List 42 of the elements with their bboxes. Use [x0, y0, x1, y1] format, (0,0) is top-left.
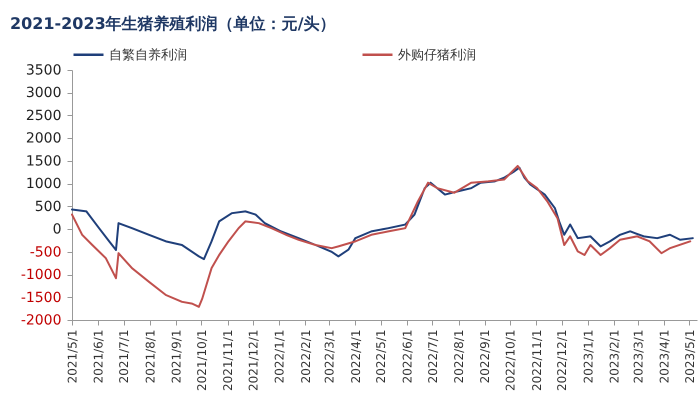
chart-title: 2021-2023年生猪养殖利润（单位：元/头） [10, 14, 336, 33]
y-tick-label: 1000 [26, 176, 62, 192]
x-tick-label: 2022/5/1 [374, 330, 388, 384]
line-series [71, 164, 692, 308]
legend-label: 自繁自养利润 [109, 46, 187, 63]
x-tick-label: 2022/7/1 [426, 330, 440, 384]
x-tick-label: 2021/5/1 [66, 330, 80, 384]
x-tick-label: 2022/8/1 [452, 330, 466, 384]
x-tick-label: 2023/2/1 [608, 330, 622, 384]
y-tick-label: -2000 [20, 312, 62, 328]
x-tick-label: 2021/10/1 [194, 330, 209, 392]
x-tick-label: 2022/1/1 [272, 330, 287, 384]
x-tick-label: 2023/3/1 [631, 330, 646, 384]
x-tick-label: 2021/12/1 [246, 330, 260, 392]
x-tick-label: 2021/8/1 [143, 330, 158, 384]
y-tick-label: 1500 [26, 153, 62, 170]
x-tick-label: 2022/12/1 [555, 330, 570, 392]
y-tick-label: 0 [52, 222, 62, 238]
x-tick-label: 2023/5/1 [682, 330, 697, 384]
y-tick-label: -500 [30, 244, 62, 260]
x-tick-label: 2022/6/1 [400, 330, 414, 384]
y-tick-label: 3000 [26, 85, 62, 102]
y-tick-label: 2000 [26, 130, 62, 147]
x-tick-label: 2022/2/1 [298, 330, 313, 384]
x-tick-label: 2021/9/1 [170, 330, 184, 384]
line-series [71, 166, 694, 260]
x-tick-label: 2021/11/1 [221, 330, 236, 392]
y-tick-label: 3500 [26, 62, 62, 78]
y-tick-label: -1000 [20, 267, 62, 284]
x-tick-label: 2022/4/1 [348, 330, 363, 384]
legend-label: 外购仔猪利润 [398, 48, 476, 63]
y-tick-label: 2500 [26, 108, 62, 124]
x-tick-label: 2021/6/1 [92, 330, 106, 384]
x-tick-label: 2022/11/1 [530, 330, 544, 392]
x-tick-label: 2023/1/1 [581, 330, 596, 384]
x-tick-label: 2023/4/1 [658, 330, 672, 384]
x-tick-label: 2022/9/1 [478, 330, 492, 384]
x-tick-label: 2021/7/1 [117, 330, 132, 384]
y-tick-label: -1500 [20, 290, 62, 306]
x-tick-label: 2022/3/1 [322, 330, 337, 384]
y-tick-label: 500 [34, 198, 62, 215]
x-tick-label: 2022/10/1 [504, 330, 518, 392]
